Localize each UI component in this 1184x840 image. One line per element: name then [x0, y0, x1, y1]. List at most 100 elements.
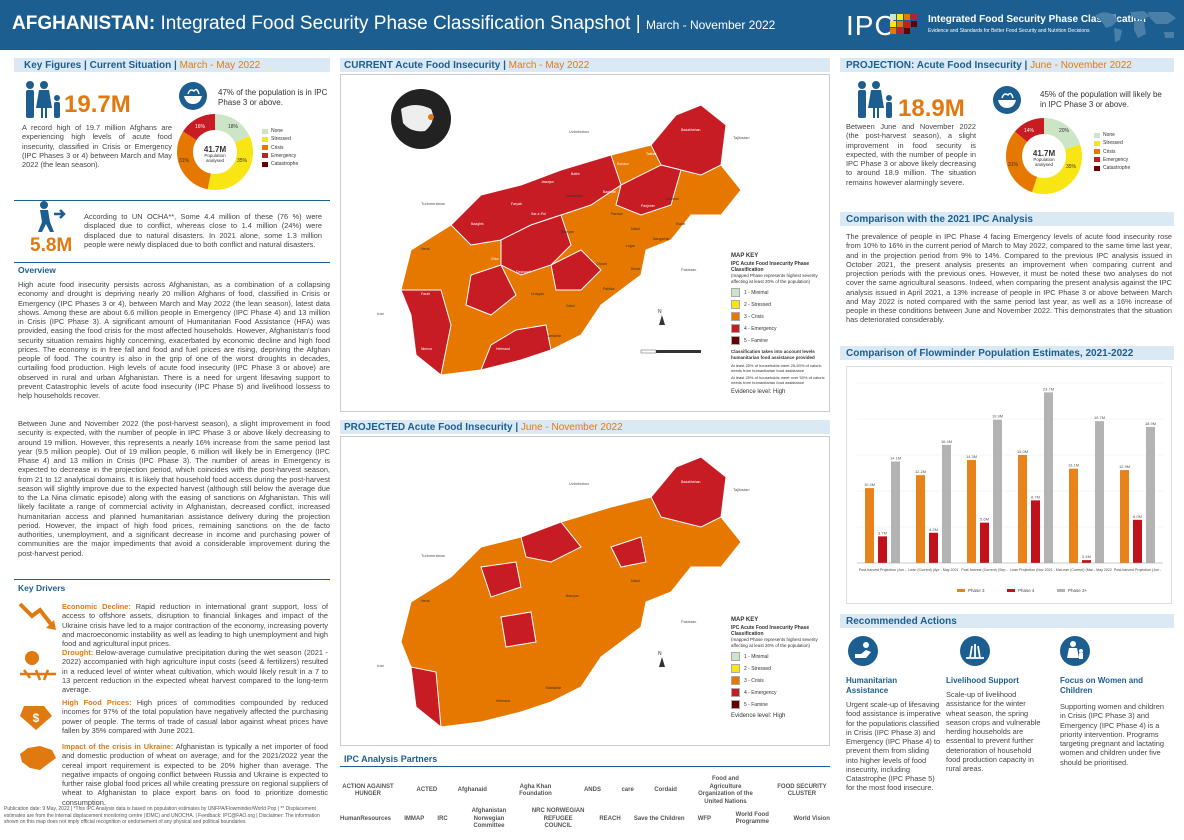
- chart-category-label: Post-harvest Projection (Jun -: [859, 568, 907, 572]
- svg-text:Faryab: Faryab: [511, 202, 522, 206]
- svg-text:Kunar: Kunar: [676, 222, 686, 226]
- svg-text:Nangarhar: Nangarhar: [653, 237, 670, 241]
- svg-text:Pakistan: Pakistan: [681, 619, 696, 624]
- svg-text:Samangan: Samangan: [566, 194, 583, 198]
- partner-logo: care: [621, 787, 634, 794]
- projection-title: PROJECTION: Acute Food Insecurity | June…: [846, 60, 1132, 71]
- population-chart-box: 10.4M 3.7M 14.1M Post-harvest Projection (J…: [846, 366, 1172, 604]
- divider: [14, 262, 330, 263]
- projection-number: 18.9M: [898, 95, 965, 122]
- svg-text:Kabul: Kabul: [631, 579, 640, 583]
- chart-bar: [916, 475, 925, 563]
- chart-category-label: Lean Projection (Nov 2021 - Ma: [1010, 568, 1061, 572]
- partner-logo: Save the Children: [633, 815, 685, 822]
- svg-text:Iran: Iran: [377, 311, 384, 316]
- drought-icon: [20, 651, 56, 681]
- donut-label: 18%: [228, 124, 239, 130]
- displaced-person-icon: [38, 201, 66, 232]
- divider: [14, 579, 330, 580]
- projected-map-title: PROJECTED Acute Food Insecurity | June -…: [344, 422, 623, 433]
- comparison-title: Comparison with the 2021 IPC Analysis: [846, 214, 1033, 225]
- key-figure-pct-text: 47% of the population is in IPC Phase 3 …: [218, 88, 328, 107]
- ipc-name: Integrated Food Security Phase Classific…: [928, 14, 1146, 25]
- chart-bar: [1044, 392, 1053, 563]
- svg-text:Helmand: Helmand: [496, 347, 510, 351]
- livelihood-support-icon: [960, 636, 990, 666]
- chart-data-label: 6.0M: [1133, 514, 1142, 519]
- donut-center: 41.7M: [1033, 149, 1056, 158]
- svg-text:Helmand: Helmand: [496, 699, 510, 703]
- key-figure-number: 19.7M: [64, 91, 131, 118]
- svg-text:Khost: Khost: [631, 267, 640, 271]
- svg-text:Badakhshan: Badakhshan: [681, 128, 701, 132]
- world-map-icon: [1095, 11, 1176, 42]
- current-map-key: MAP KEY IPC Acute Food Insecurity Phase …: [731, 253, 825, 395]
- population-chart: 10.4M 3.7M 14.1M Post-harvest Projection (J…: [857, 382, 1163, 593]
- humanitarian-assistance-icon: [848, 636, 878, 666]
- svg-text:Turkmenistan: Turkmenistan: [421, 201, 445, 206]
- partner-logo: WFP: [697, 815, 712, 822]
- chart-data-label: 0.4M: [1082, 554, 1091, 559]
- chart-data-label: 13.1M: [1068, 463, 1079, 468]
- chart-bar: [993, 419, 1002, 563]
- ukraine-map-icon: [20, 746, 56, 770]
- svg-text:Logar: Logar: [626, 244, 636, 248]
- chart-bar: [878, 536, 887, 563]
- donut-label: 35%: [1066, 164, 1077, 170]
- svg-text:Kunduz: Kunduz: [617, 162, 629, 166]
- donut-label: 31%: [179, 158, 190, 164]
- driver-food-prices: High Food Prices: High prices of commodi…: [62, 698, 328, 735]
- svg-text:Kandahar: Kandahar: [546, 686, 562, 690]
- chart-legend-swatch: [1057, 589, 1065, 592]
- chart-data-label: 14.1M: [890, 455, 901, 460]
- svg-text:N: N: [658, 651, 662, 657]
- chart-bar: [980, 522, 989, 563]
- chart-bar: [942, 444, 951, 563]
- chart-data-label: 12.9M: [1119, 464, 1130, 469]
- partner-logo: ACTION AGAINST HUNGER: [342, 783, 394, 798]
- chart-bar: [865, 488, 874, 563]
- svg-text:Daykundi: Daykundi: [516, 270, 531, 274]
- partner-logo: FOOD SECURITY CLUSTER: [777, 783, 827, 798]
- chart-data-label: 16.4M: [941, 439, 952, 444]
- partners-title: IPC Analysis Partners: [344, 754, 438, 764]
- partner-logo: IMMAP: [404, 815, 425, 822]
- svg-text:Uzbekistan: Uzbekistan: [569, 129, 589, 134]
- projection-pct-text: 45% of the population will likely be in …: [1040, 90, 1162, 109]
- key-figures-bar: [14, 58, 330, 72]
- chart-bar: [1120, 470, 1129, 563]
- svg-text:Uzbekistan: Uzbekistan: [569, 481, 589, 486]
- rec-women-text: Supporting women and children in Crisis …: [1060, 702, 1164, 767]
- svg-text:Pakistan: Pakistan: [681, 267, 696, 272]
- svg-text:Nuristan: Nuristan: [666, 197, 679, 201]
- svg-text:Herat: Herat: [421, 247, 430, 251]
- donut-label: 35%: [237, 158, 248, 164]
- current-map-bar: [340, 58, 830, 72]
- chart-data-label: 19.7M: [1094, 415, 1105, 420]
- current-map-title: CURRENT Acute Food Insecurity | March - …: [344, 60, 590, 71]
- displaced-text: According to UN OCHA**, Some 4.4 million…: [84, 212, 322, 249]
- projected-map-bar: [340, 420, 830, 434]
- svg-text:Baghlan: Baghlan: [603, 190, 616, 194]
- svg-text:Parwan: Parwan: [611, 212, 623, 216]
- svg-text:Balkh: Balkh: [571, 172, 580, 176]
- donut-label: 20%: [1059, 128, 1070, 134]
- current-map[interactable]: Uzbekistan Tajikistan Turkmenistan Pakis…: [340, 74, 830, 412]
- chart-bar: [1082, 560, 1091, 563]
- chart-data-label: 18.9M: [1145, 421, 1156, 426]
- projected-map[interactable]: Uzbekistan Tajikistan Turkmenistan Pakis…: [340, 436, 830, 746]
- chart-data-label: 3.7M: [878, 530, 887, 535]
- svg-text:Badghis: Badghis: [471, 222, 484, 226]
- svg-text:Tajikistan: Tajikistan: [733, 487, 749, 492]
- women-children-icon: [1060, 636, 1090, 666]
- partner-logo: ANDS: [583, 787, 601, 794]
- overview-p1: High acute food insecurity persists acro…: [18, 280, 330, 400]
- partner-logo: Agha Khan Foundation: [519, 783, 552, 798]
- chart-bar: [929, 532, 938, 563]
- chart-bar: [840, 346, 1174, 360]
- rec-women-title: Focus on Women and Children: [1060, 676, 1143, 695]
- donut-legend: None Stressed Crisis Emergency Catastrop…: [1094, 132, 1130, 173]
- current-map-svg: Uzbekistan Tajikistan Turkmenistan Pakis…: [377, 89, 749, 376]
- chart-bar: [1133, 519, 1142, 563]
- projected-map-key: MAP KEY IPC Acute Food Insecurity Phase …: [731, 617, 818, 720]
